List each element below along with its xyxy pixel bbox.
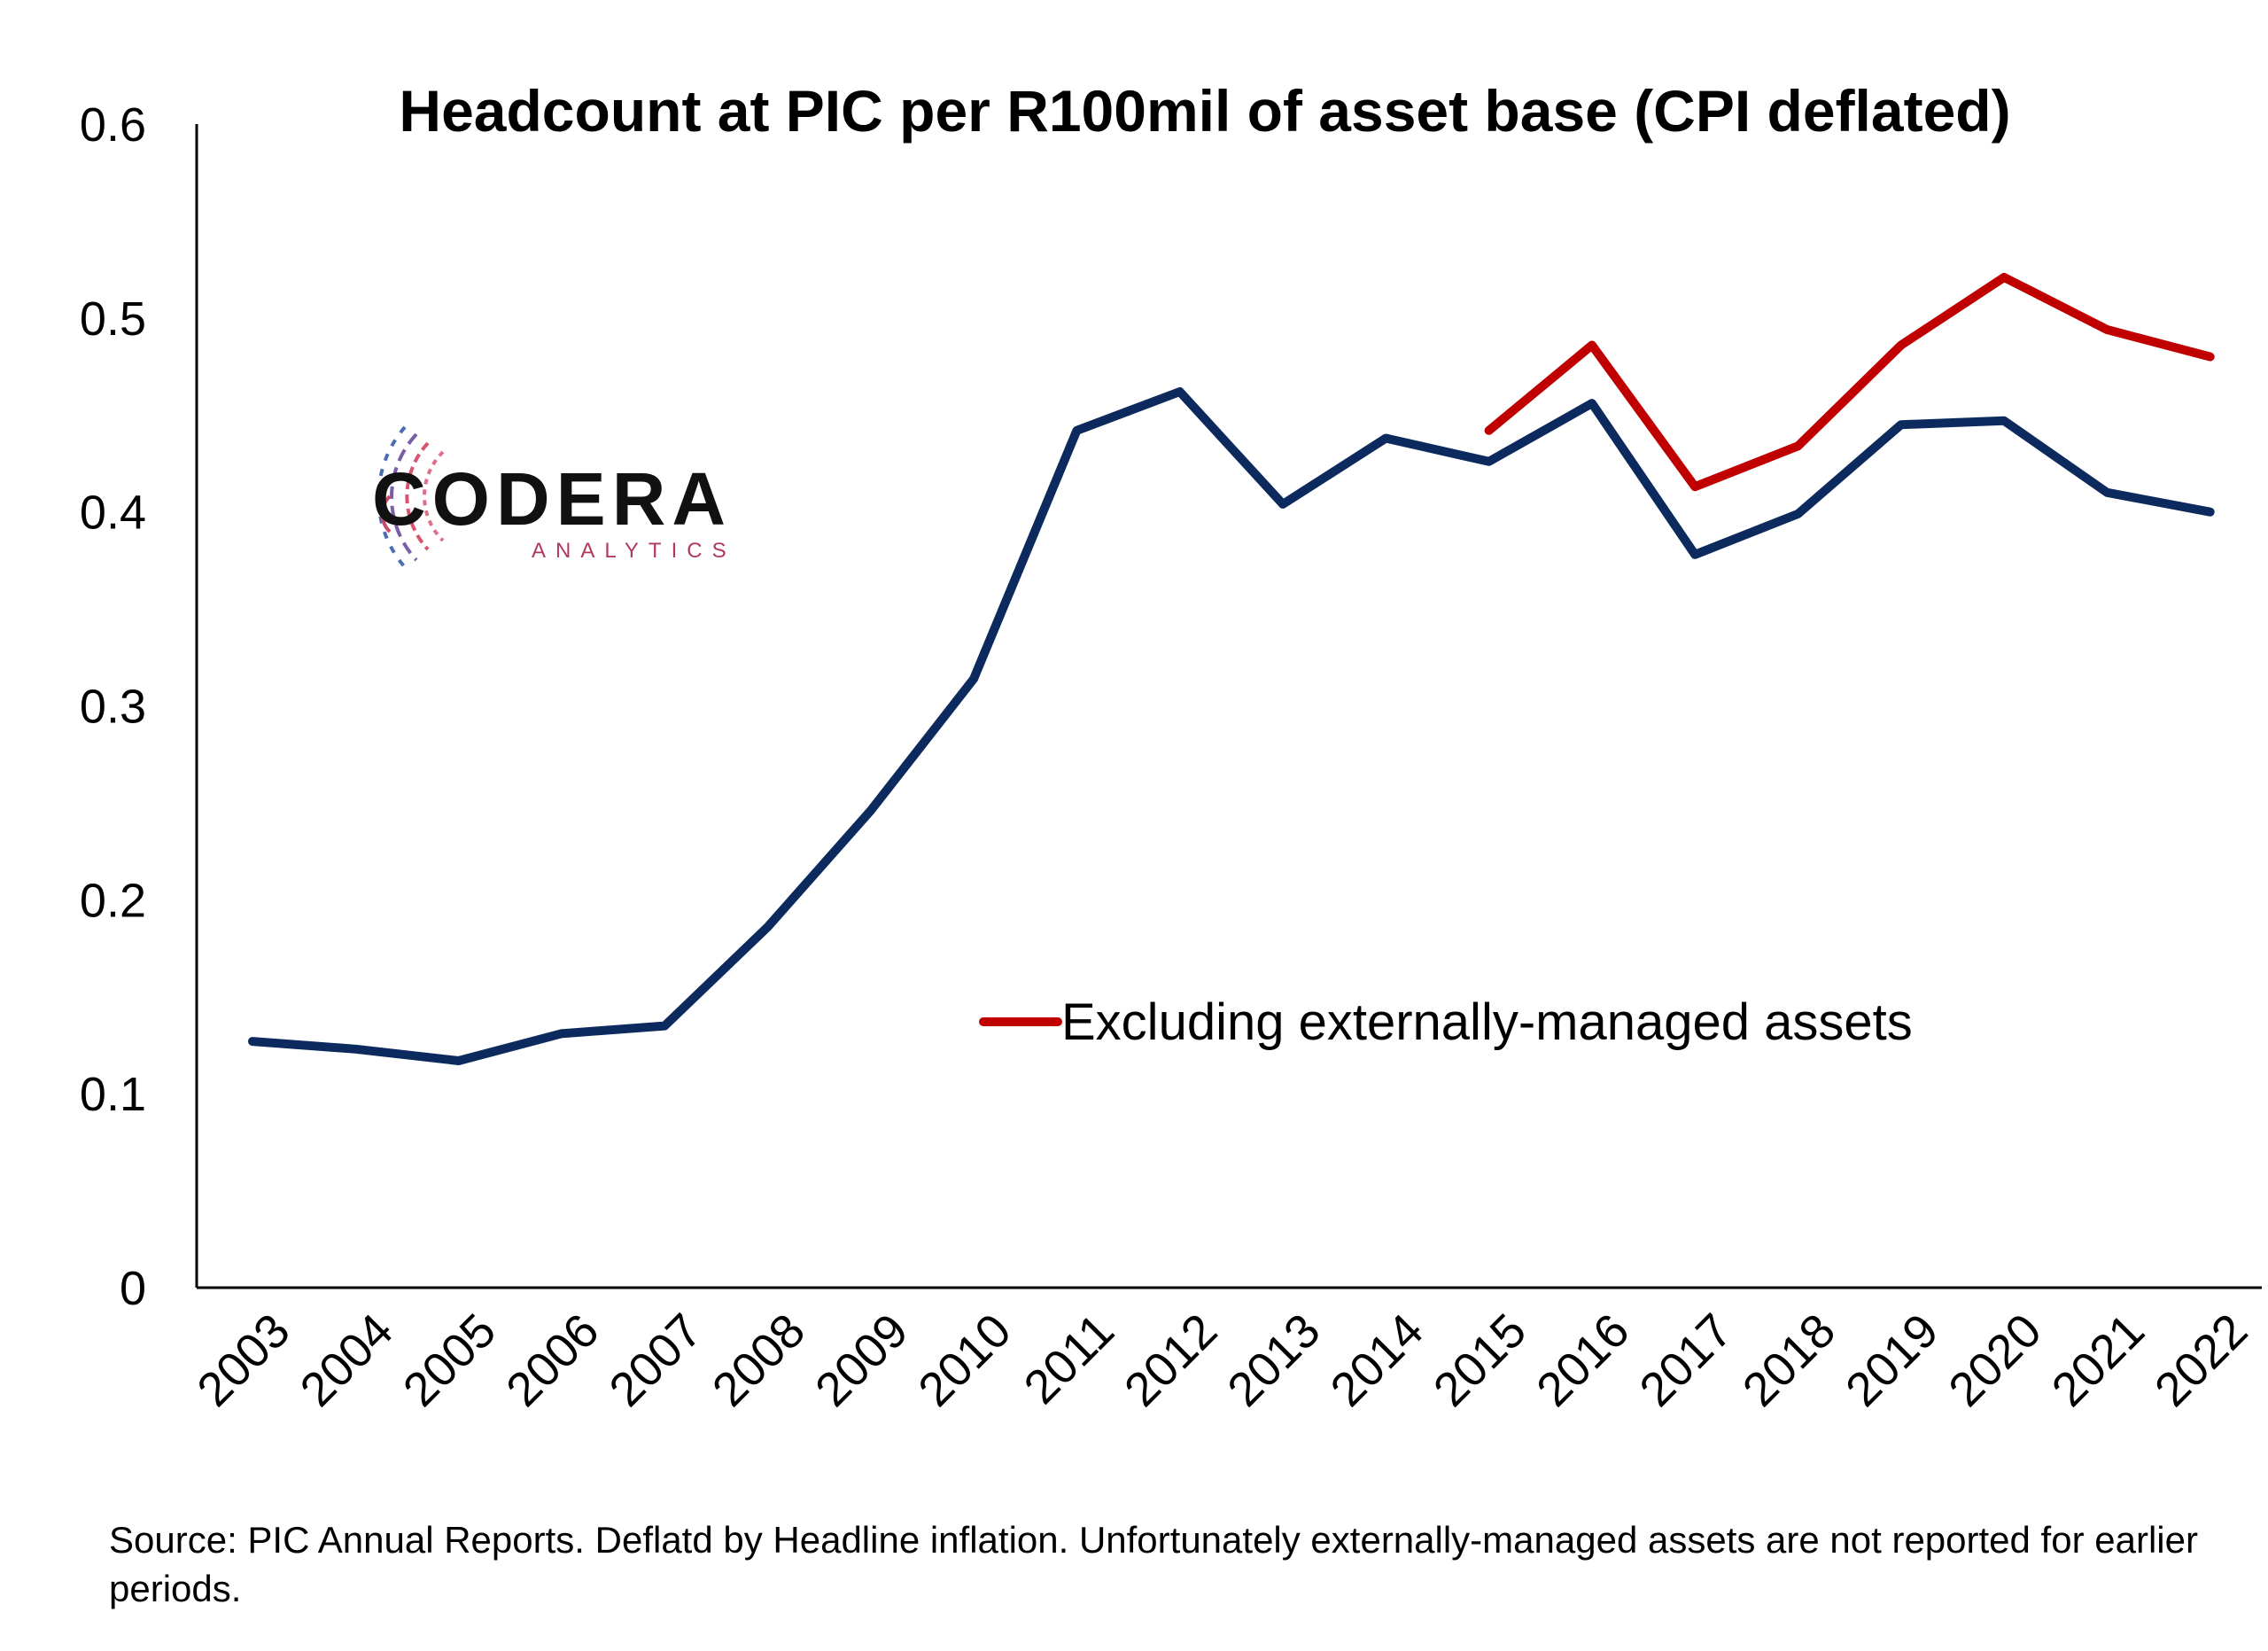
x-tick-label: 2020	[1938, 1304, 2051, 1416]
x-tick-label: 2021	[2042, 1304, 2155, 1416]
data-point	[1385, 437, 1387, 440]
data-point	[973, 677, 975, 680]
data-point	[252, 1040, 253, 1043]
source-note: Source: PIC Annual Reports. Deflatd by H…	[109, 1519, 2198, 1609]
data-point	[1487, 429, 1490, 432]
x-tick-label: 2019	[1836, 1304, 1948, 1416]
y-axis-ticks: 0 0.1 0.2 0.3 0.4 0.5 0.6	[80, 98, 146, 1315]
axes	[195, 124, 2262, 1289]
series-line-1	[1484, 272, 2215, 492]
data-point	[1694, 486, 1697, 488]
x-axis-ticks: 2003200420052006200720082009201020112012…	[187, 1304, 2257, 1416]
x-tick-label: 2017	[1629, 1304, 1742, 1416]
data-point	[1797, 512, 1799, 515]
legend-label-excluding: Excluding externally-managed assets	[1061, 993, 1913, 1051]
x-tick-label: 2018	[1733, 1304, 1845, 1416]
data-point	[560, 1032, 563, 1035]
x-tick-label: 2015	[1424, 1304, 1536, 1416]
x-tick-label: 2008	[703, 1304, 815, 1416]
data-point	[457, 1060, 460, 1062]
legend: Excluding externally-managed assets	[979, 993, 1913, 1051]
x-tick-label: 2010	[908, 1304, 1021, 1416]
data-point	[766, 926, 769, 928]
series-layer	[248, 272, 2215, 1065]
series-line-0	[248, 387, 2215, 1065]
logo-subtitle: ANALYTICS	[532, 539, 736, 563]
data-point	[354, 1047, 357, 1050]
x-tick-label: 2005	[393, 1304, 506, 1416]
x-tick-label: 2003	[187, 1304, 299, 1416]
y-tick-label: 0.2	[80, 874, 146, 927]
x-tick-label: 2009	[805, 1304, 918, 1416]
data-point	[869, 809, 872, 812]
logo-wordmark: CODERA	[372, 457, 732, 541]
data-point	[1899, 424, 1902, 426]
x-tick-label: 2022	[2145, 1304, 2257, 1416]
data-point	[1590, 402, 1593, 405]
x-tick-label: 2007	[599, 1304, 711, 1416]
x-tick-label: 2012	[1115, 1304, 1227, 1416]
data-point	[664, 1024, 666, 1027]
data-point	[1899, 344, 1902, 347]
x-tick-label: 2014	[1321, 1304, 1433, 1416]
data-point	[1487, 460, 1490, 463]
data-point	[1797, 445, 1799, 448]
x-tick-label: 2011	[1014, 1304, 1125, 1414]
data-point	[2106, 329, 2109, 331]
data-point	[1282, 502, 1284, 505]
y-tick-label: 0.5	[80, 292, 146, 346]
y-tick-label: 0.4	[80, 487, 146, 540]
x-tick-label: 2016	[1526, 1304, 1639, 1416]
data-point	[1694, 553, 1697, 556]
data-point	[2209, 355, 2211, 358]
y-tick-label: 0.1	[80, 1068, 146, 1121]
chart-title: Headcount at PIC per R100mil of asset ba…	[399, 78, 2010, 144]
y-tick-label: 0.3	[80, 681, 146, 734]
data-point	[2003, 276, 2006, 278]
y-tick-label: 0.6	[80, 98, 146, 152]
data-point	[2106, 491, 2109, 494]
logo-circuit-icon	[377, 425, 445, 569]
data-point	[2209, 510, 2211, 513]
data-point	[1590, 344, 1593, 347]
x-tick-label: 2006	[496, 1304, 609, 1416]
y-tick-label: 0	[120, 1262, 146, 1315]
x-tick-label: 2013	[1217, 1304, 1330, 1416]
codera-logo: CODERA ANALYTICS	[372, 425, 736, 569]
data-point	[1076, 429, 1078, 432]
data-point	[2003, 419, 2006, 422]
x-tick-label: 2004	[291, 1304, 403, 1416]
data-point	[1178, 391, 1181, 393]
